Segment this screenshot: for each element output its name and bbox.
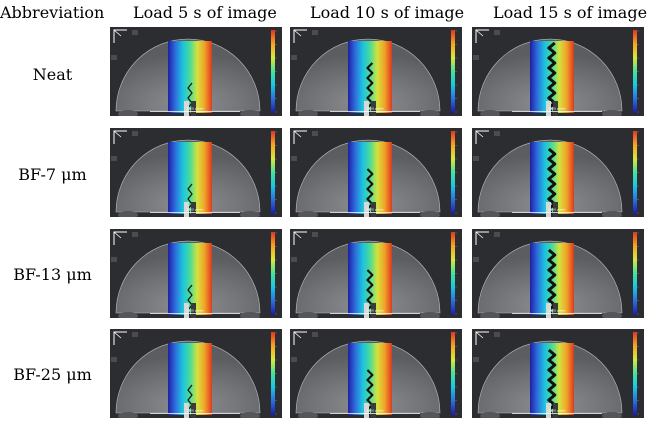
camera-marker-icon [494, 232, 500, 237]
scale-bar-label: 2000 pixels [548, 208, 566, 212]
dic-image: 2000 pixels [290, 229, 462, 318]
row-label-neat: Neat [32, 65, 73, 84]
camera-marker-icon [494, 131, 500, 136]
colorbar-legend [271, 30, 275, 113]
colorbar-legend [451, 332, 455, 415]
crack-path [366, 62, 374, 114]
header-abbreviation: Abbreviation [0, 3, 105, 22]
colorbar-legend [451, 131, 455, 214]
strain-field-overlay [168, 243, 212, 315]
scale-bar-label: 2000 pixels [366, 208, 384, 212]
camera-marker-icon [132, 131, 138, 136]
dic-image: 2000 pixels [290, 128, 462, 217]
dic-image: 2000 pixels [110, 27, 282, 116]
camera-marker-icon [312, 232, 318, 237]
row-label-bf-13: BF-13 μm [13, 265, 92, 284]
dic-image: 2000 pixels [290, 27, 462, 116]
strain-field-overlay [168, 343, 212, 415]
dic-panel-neat-15s: 2000 pixels [472, 27, 644, 116]
dic-image: 2000 pixels [290, 329, 462, 418]
camera-marker-icon [132, 332, 138, 337]
colorbar-legend [271, 332, 275, 415]
dic-panel-bf-7-5s: 2000 pixels [110, 128, 282, 217]
dic-image: 2000 pixels [472, 329, 644, 418]
scale-bar-label: 2000 pixels [186, 309, 204, 313]
strain-field-overlay [348, 142, 392, 214]
crack-path [366, 168, 374, 215]
scale-bar-label: 2000 pixels [548, 309, 566, 313]
colorbar-legend [451, 232, 455, 315]
dic-panel-neat-5s: 2000 pixels [110, 27, 282, 116]
dic-panel-bf-13-5s: 2000 pixels [110, 229, 282, 318]
scale-bar-label: 2000 pixels [366, 409, 384, 413]
camera-marker-icon [312, 30, 318, 35]
header-load-15s: Load 15 s of image [493, 3, 648, 22]
dic-image: 2000 pixels [110, 229, 282, 318]
dic-panel-bf-25-15s: 2000 pixels [472, 329, 644, 418]
dic-panel-bf-13-10s: 2000 pixels [290, 229, 462, 318]
dic-image: 2000 pixels [472, 128, 644, 217]
dic-image: 2000 pixels [110, 128, 282, 217]
dic-panel-bf-25-5s: 2000 pixels [110, 329, 282, 418]
row-label-bf-7: BF-7 μm [18, 165, 87, 184]
strain-field-overlay [168, 41, 212, 113]
scale-bar-label: 2000 pixels [186, 208, 204, 212]
dic-image: 2000 pixels [472, 229, 644, 318]
dic-panel-bf-13-15s: 2000 pixels [472, 229, 644, 318]
crack-path [366, 269, 374, 316]
dic-image: 2000 pixels [472, 27, 644, 116]
camera-marker-icon [312, 332, 318, 337]
colorbar-legend [633, 131, 637, 214]
colorbar-legend [633, 232, 637, 315]
dic-panel-bf-7-15s: 2000 pixels [472, 128, 644, 217]
scale-bar-label: 2000 pixels [186, 107, 204, 111]
colorbar-legend [451, 30, 455, 113]
camera-marker-icon [494, 30, 500, 35]
crack-path [366, 369, 374, 416]
strain-field-overlay [348, 243, 392, 315]
scale-bar-label: 2000 pixels [548, 409, 566, 413]
colorbar-legend [633, 30, 637, 113]
scale-bar-label: 2000 pixels [186, 409, 204, 413]
row-label-bf-25: BF-25 μm [13, 365, 92, 384]
crack-path [547, 41, 557, 114]
header-load-10s: Load 10 s of image [310, 3, 465, 22]
dic-panel-neat-10s: 2000 pixels [290, 27, 462, 116]
scale-bar-label: 2000 pixels [548, 107, 566, 111]
header-load-5s: Load 5 s of image [133, 3, 277, 22]
strain-field-overlay [168, 142, 212, 214]
strain-field-overlay [348, 41, 392, 113]
dic-image: 2000 pixels [110, 329, 282, 418]
colorbar-legend [633, 332, 637, 415]
scale-bar-label: 2000 pixels [366, 309, 384, 313]
dic-panel-bf-7-10s: 2000 pixels [290, 128, 462, 217]
scale-bar-label: 2000 pixels [366, 107, 384, 111]
camera-marker-icon [132, 232, 138, 237]
camera-marker-icon [494, 332, 500, 337]
colorbar-legend [271, 232, 275, 315]
strain-field-overlay [348, 343, 392, 415]
camera-marker-icon [312, 131, 318, 136]
camera-marker-icon [132, 30, 138, 35]
dic-panel-bf-25-10s: 2000 pixels [290, 329, 462, 418]
colorbar-legend [271, 131, 275, 214]
